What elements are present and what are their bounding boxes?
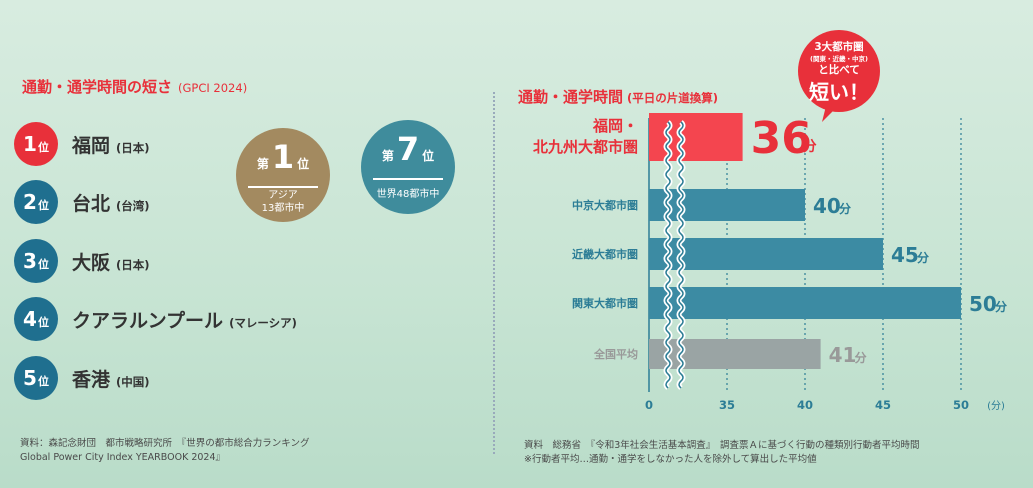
value-label: 50 [969,292,997,316]
bar [649,238,883,270]
ranking-row: 4 位クアラルンプール (マレーシア) [14,297,297,341]
value-unit-label: 分 [839,201,851,216]
city-name: クアラルンプール (マレーシア) [72,309,297,332]
value-unit-label: 分 [803,139,817,155]
bar [649,189,805,221]
value-label: 45 [891,243,919,267]
country-name: (日本) [116,140,150,155]
axis-break-line [678,121,684,389]
category-label: 福岡・ [592,117,638,135]
ranking-row: 5 位香港 (中国) [14,356,150,400]
x-tick-label: 45 [875,398,891,412]
right-source: 資料 総務省 『令和3年社会生活基本調査』 調査票Ａに基づく行動の種類別行動者平… [524,440,920,465]
axis-break-line [665,121,671,389]
city-name: 大阪 (日本) [72,251,150,274]
value-label: 36 [751,113,812,164]
x-tick-label: 0 [645,398,653,412]
ranking-row: 3 位大阪 (日本) [14,239,150,283]
city-name: 台北 (台湾) [72,192,150,215]
bar [649,113,743,161]
x-axis-unit: (分) [987,400,1005,412]
bar [649,287,961,319]
category-label: 北九州大都市圏 [533,138,638,156]
category-label: 関東大都市圏 [572,296,638,310]
category-label: 全国平均 [593,347,638,361]
value-unit-label: 分 [995,299,1007,314]
bar [649,339,821,369]
category-label: 近畿大都市圏 [572,247,638,261]
value-unit-label: 分 [917,250,929,265]
ranking-title: 通勤・通学時間の短さ (GPCI 2024) [22,78,248,96]
country-name: (台湾) [116,198,150,213]
ranking-row: 2 位台北 (台湾) [14,180,150,224]
world-rank-badge: 第7 位 世界48都市中 [361,120,455,214]
value-label: 41 [829,343,857,367]
country-name: (中国) [116,374,150,389]
x-tick-label: 40 [797,398,813,412]
value-unit-label: 分 [855,350,867,365]
left-source: 資料：森記念財団 都市戦略研究所 『世界の都市総合力ランキング Global P… [20,438,310,463]
country-name: (日本) [116,257,150,272]
panel-divider [493,92,495,454]
shorter-speech-bubble: 3大都市圏 (関東・近畿・中京) と比べて 短い！ [798,30,880,122]
asia-rank-badge: 第1 位 アジア 13都市中 [236,128,330,222]
value-label: 40 [813,194,841,218]
city-name: 福岡 (日本) [72,134,150,157]
ranking-row: 1 位福岡 (日本) [14,122,150,166]
commute-chart-title: 通勤・通学時間 (平日の片道換算) [518,88,719,106]
city-name: 香港 (中国) [72,368,150,391]
category-label: 中京大都市圏 [572,198,638,212]
country-name: (マレーシア) [229,315,297,330]
x-tick-label: 35 [719,398,735,412]
x-tick-label: 50 [953,398,969,412]
